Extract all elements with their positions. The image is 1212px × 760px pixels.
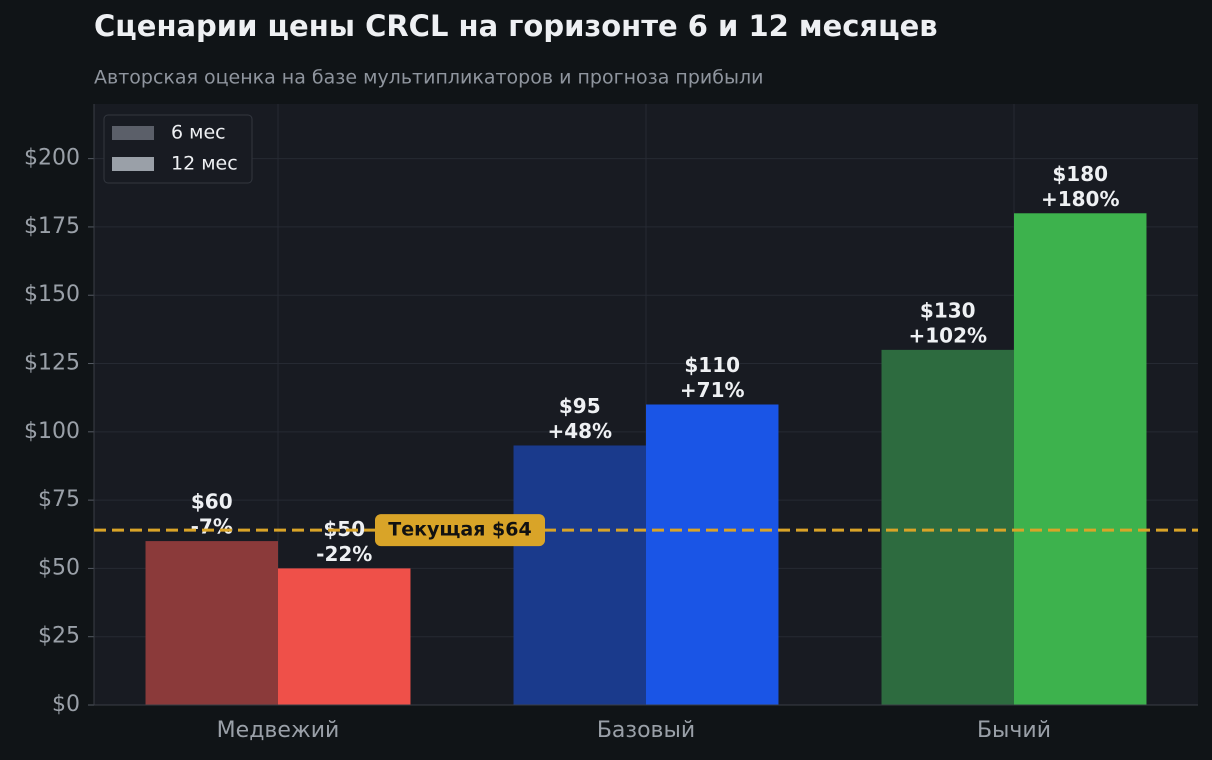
bar [145,541,278,705]
change-label: +180% [1041,187,1120,211]
value-label: $110 [684,353,740,377]
legend-label: 6 мес [171,122,226,144]
bar [881,349,1014,705]
value-label: $95 [559,394,601,418]
y-tick-label: $200 [24,146,80,171]
x-tick-label: Медвежий [217,718,340,743]
reference-label: Текущая $64 [388,519,531,541]
bar [513,445,646,705]
y-tick-label: $25 [38,624,80,649]
chart-subtitle: Авторская оценка на базе мультипликаторо… [94,67,763,89]
value-label: $130 [920,298,976,322]
y-tick-label: $50 [38,555,80,580]
reference-label-box [375,514,545,547]
change-label: +102% [908,323,987,347]
x-tick-label: Базовый [597,718,695,743]
value-label: $60 [191,490,233,514]
legend-swatch [112,157,154,171]
y-tick-label: $75 [38,487,80,512]
y-tick-label: $0 [52,692,80,717]
change-label: +48% [547,419,612,443]
bar [278,568,411,705]
y-tick-label: $125 [24,351,80,376]
change-label: -22% [316,542,372,566]
change-label: -7% [191,515,233,539]
legend-label: 12 мес [171,153,238,175]
y-tick-label: $150 [24,282,80,307]
y-tick-label: $100 [24,419,80,444]
value-label: $180 [1052,162,1108,186]
legend-swatch [112,126,154,140]
change-label: +71% [680,378,745,402]
bar [646,404,779,705]
x-tick-label: Бычий [977,718,1051,743]
chart-title: Сценарии цены CRCL на горизонте 6 и 12 м… [94,9,938,43]
y-tick-label: $175 [24,214,80,239]
bar [1014,213,1147,706]
